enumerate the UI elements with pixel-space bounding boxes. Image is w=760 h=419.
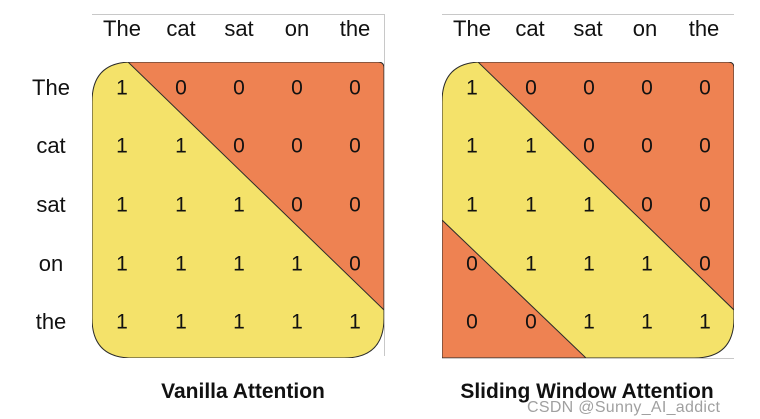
mask-cell: 1 bbox=[583, 252, 595, 276]
row-header: cat bbox=[36, 133, 66, 158]
mask-cell: 1 bbox=[116, 193, 128, 217]
attention-mask-matrix: 1 0 0 0 0 1 1 0 0 0 1 1 1 0 0 0 1 1 1 0 0 0 1 1 1 bbox=[442, 62, 734, 358]
mask-cell: 0 bbox=[525, 310, 537, 334]
mask-cell: 1 bbox=[466, 76, 478, 100]
mask-cell: 1 bbox=[641, 310, 653, 334]
mask-cell: 1 bbox=[175, 134, 187, 158]
row-header: sat bbox=[36, 192, 66, 217]
mask-cell: 0 bbox=[699, 252, 711, 276]
mask-cell: 0 bbox=[466, 310, 478, 334]
mask-cell: 0 bbox=[349, 252, 361, 276]
mask-cell: 0 bbox=[349, 193, 361, 217]
mask-cell: 0 bbox=[525, 76, 537, 100]
mask-cell: 0 bbox=[641, 76, 653, 100]
mask-cell: 0 bbox=[641, 134, 653, 158]
mask-cell: 1 bbox=[699, 310, 711, 334]
panel-divider bbox=[92, 14, 384, 15]
mask-cell: 1 bbox=[116, 252, 128, 276]
row-header: on bbox=[38, 251, 64, 276]
mask-cell: 0 bbox=[291, 193, 303, 217]
attention-mask-matrix: 1 0 0 0 0 1 1 0 0 0 1 1 1 0 0 1 1 1 1 0 1 1 1 1 1 bbox=[92, 62, 384, 358]
mask-cell: 0 bbox=[699, 193, 711, 217]
column-header: sat bbox=[573, 16, 603, 41]
mask-cell: 0 bbox=[699, 134, 711, 158]
mask-cell: 1 bbox=[525, 134, 537, 158]
column-header: the bbox=[339, 16, 371, 41]
mask-cell: 1 bbox=[175, 193, 187, 217]
row-header: The bbox=[32, 75, 70, 100]
column-header: on bbox=[632, 16, 658, 41]
vanilla-attention-panel: The cat sat on the The cat sat on the 1 0… bbox=[32, 14, 385, 403]
column-header: The bbox=[453, 16, 491, 41]
mask-background bbox=[92, 62, 384, 358]
column-header: cat bbox=[515, 16, 545, 41]
mask-cell: 1 bbox=[233, 310, 245, 334]
mask-cell: 0 bbox=[699, 76, 711, 100]
mask-cell: 0 bbox=[175, 76, 187, 100]
mask-cell: 1 bbox=[175, 310, 187, 334]
mask-cell: 0 bbox=[233, 134, 245, 158]
mask-cell: 1 bbox=[349, 310, 361, 334]
mask-cell: 1 bbox=[525, 193, 537, 217]
column-header: sat bbox=[224, 16, 254, 41]
mask-cell: 1 bbox=[641, 252, 653, 276]
mask-background bbox=[442, 62, 734, 358]
mask-cell: 0 bbox=[291, 76, 303, 100]
panel-divider bbox=[384, 14, 385, 356]
mask-cell: 1 bbox=[466, 193, 478, 217]
panel-divider bbox=[442, 14, 734, 15]
mask-cell: 1 bbox=[291, 310, 303, 334]
column-header: the bbox=[688, 16, 720, 41]
mask-cell: 1 bbox=[466, 134, 478, 158]
mask-cell: 0 bbox=[583, 76, 595, 100]
mask-cell: 0 bbox=[291, 134, 303, 158]
mask-cell: 0 bbox=[583, 134, 595, 158]
mask-cell: 1 bbox=[116, 134, 128, 158]
mask-cell: 1 bbox=[116, 310, 128, 334]
mask-cell: 0 bbox=[349, 134, 361, 158]
panel-divider bbox=[442, 358, 734, 359]
sliding-window-attention-panel: The cat sat on the 1 0 0 0 0 1 1 0 0 0 1 1 1 0 0 0 1 1 1 0 0… bbox=[380, 0, 760, 419]
mask-cell: 1 bbox=[525, 252, 537, 276]
mask-cell: 0 bbox=[349, 76, 361, 100]
mask-cell: 1 bbox=[233, 252, 245, 276]
mask-cell: 1 bbox=[583, 310, 595, 334]
mask-cell: 0 bbox=[466, 252, 478, 276]
panel-caption: Sliding Window Attention bbox=[460, 380, 714, 403]
column-header: cat bbox=[166, 16, 196, 41]
mask-cell: 1 bbox=[116, 76, 128, 100]
mask-cell: 1 bbox=[175, 252, 187, 276]
column-header: on bbox=[284, 16, 310, 41]
mask-cell: 0 bbox=[641, 193, 653, 217]
mask-cell: 1 bbox=[583, 193, 595, 217]
mask-cell: 0 bbox=[233, 76, 245, 100]
watermark: CSDN @Sunny_AI_addict bbox=[527, 399, 721, 416]
panel-caption: Vanilla Attention bbox=[161, 380, 325, 403]
mask-cell: 1 bbox=[291, 252, 303, 276]
mask-cell: 1 bbox=[233, 193, 245, 217]
column-header: The bbox=[103, 16, 141, 41]
row-header: the bbox=[35, 309, 67, 334]
